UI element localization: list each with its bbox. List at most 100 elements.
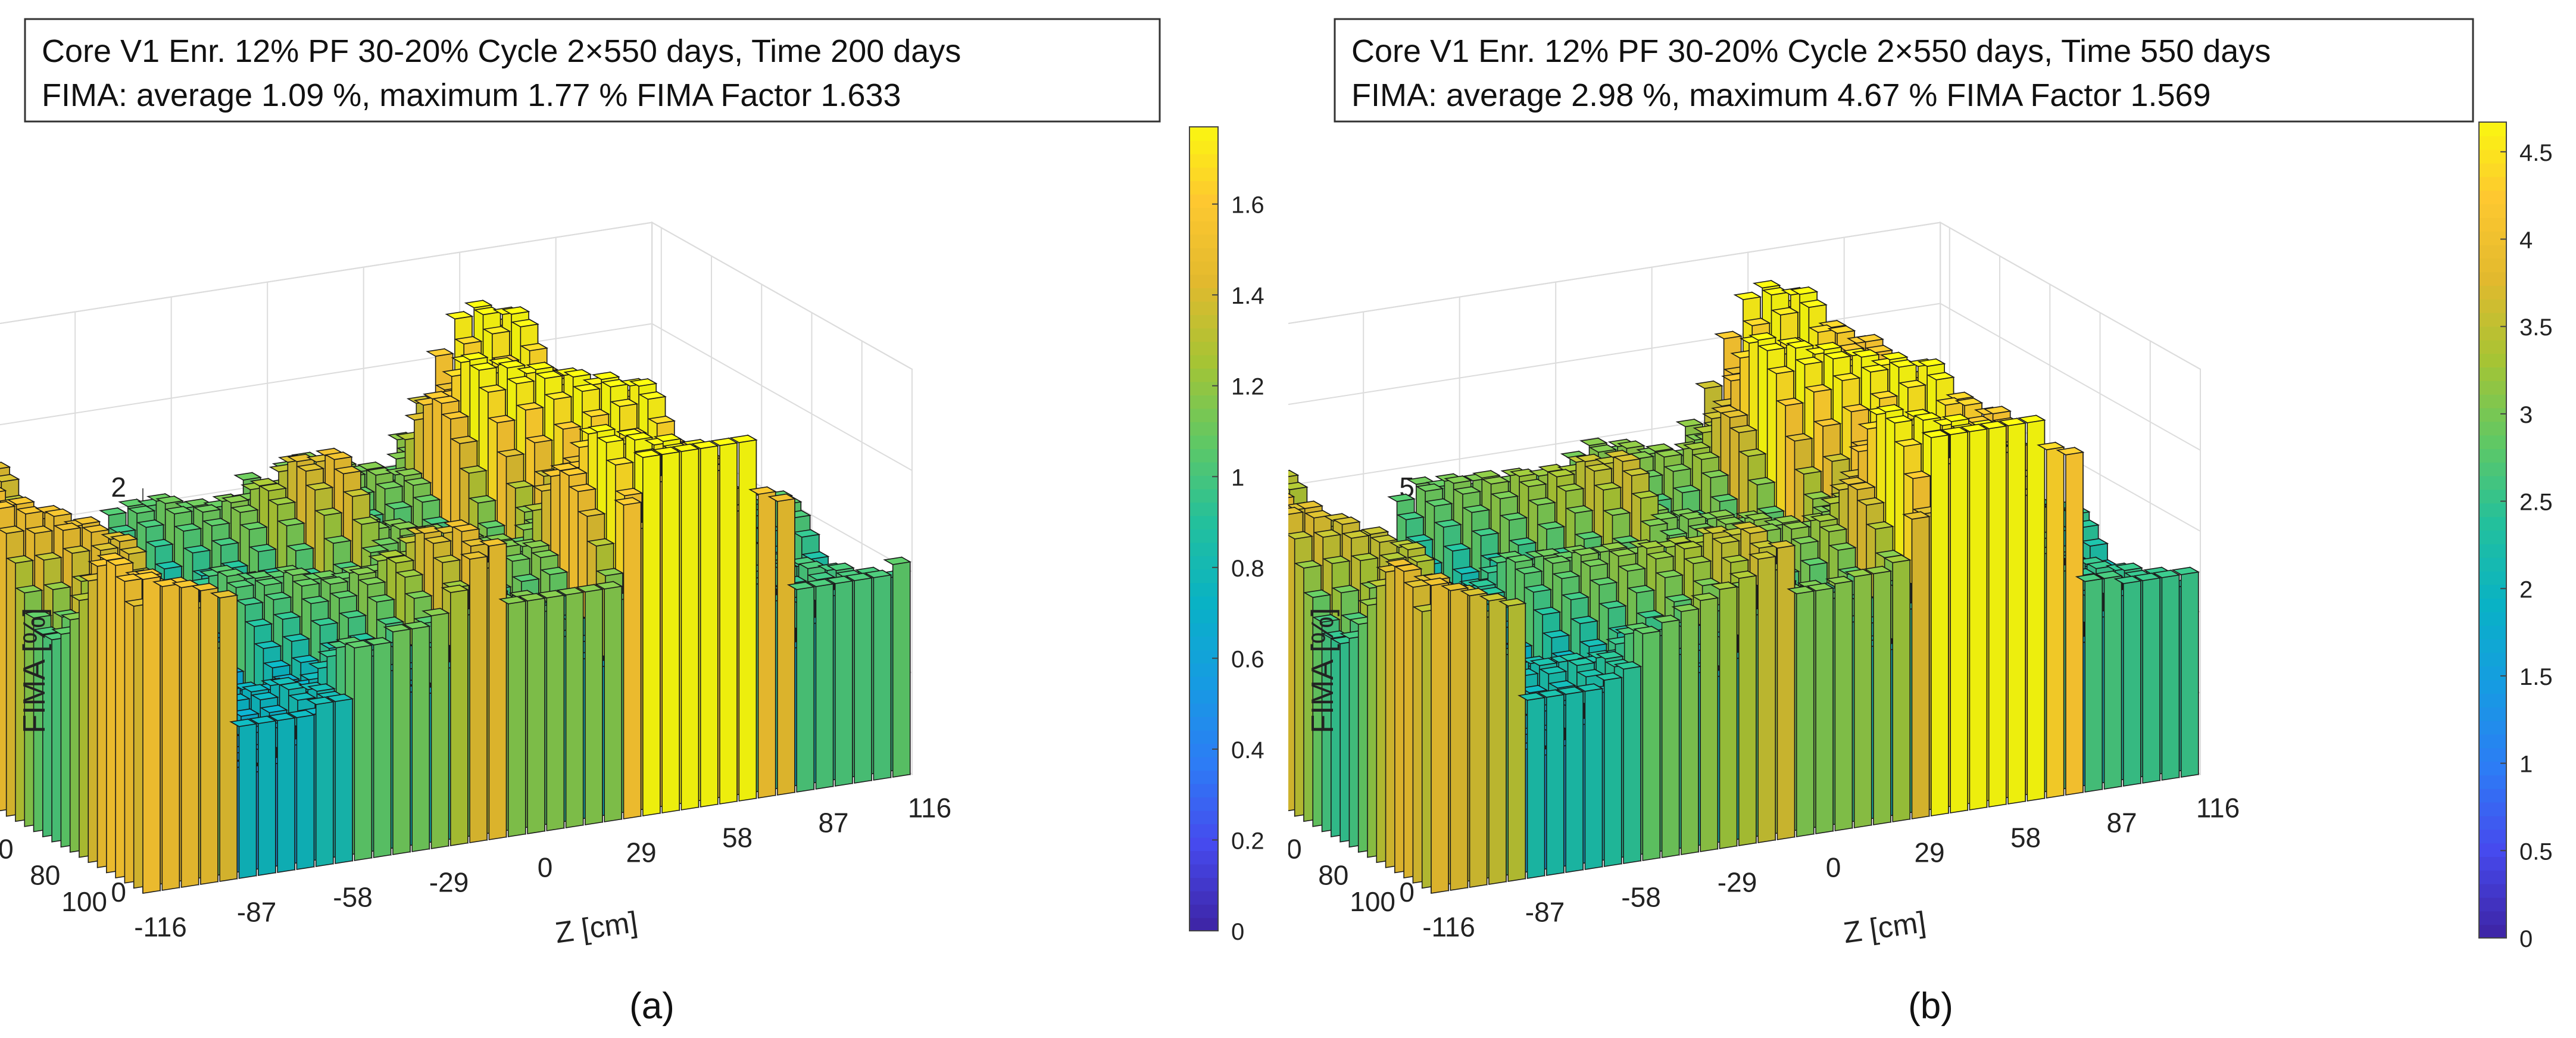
colorbar-swatch-a [1189,355,1218,369]
colorbar-swatch-a [1189,663,1218,677]
bar-front-face [701,446,718,807]
colorbar-swatch-a [1189,877,1218,892]
bar-front-face [508,601,526,837]
bar-front-face [489,544,506,840]
z-tick-label-b: 0 [1399,877,1415,908]
colorbar-swatch-a [1189,180,1218,195]
bar-front-face [681,449,698,810]
x-tick-label-a: 58 [722,822,752,853]
colorbar-swatch-a [1189,234,1218,248]
colorbar-swatch-a [1189,582,1218,597]
colorbar-swatch-a [1189,784,1218,798]
title-line2-a: FIMA: average 1.09 %, maximum 1.77 % FIM… [42,77,901,113]
bar-front-face [893,562,910,778]
colorbar-swatch-a [1189,864,1218,878]
colorbar-swatch-a [1189,475,1218,490]
colorbar-swatch-a [1189,730,1218,744]
x-tick-label-a: 0 [538,852,553,883]
colorbar-swatch-a [1189,248,1218,262]
colorbar-swatch-a [1189,422,1218,436]
bar-front-face [470,557,487,843]
bar-front-face [604,587,622,822]
colorbar-swatch-a [1189,837,1218,852]
colorbar-swatch-a [1189,314,1218,329]
colorbar-swatch-a [1189,382,1218,396]
panel-label-a: (a) [629,986,675,1027]
bar-front-face [335,699,352,864]
colorbar-tick-label-a: 1.4 [1231,283,1264,309]
colorbar-swatch-a [1189,636,1218,650]
colorbar-swatch-a [1189,395,1218,409]
z-tick-label-a: 0 [111,877,126,908]
bar-front-face [182,585,199,887]
colorbar-swatch-a [1189,462,1218,476]
x-tick-label-a: 116 [908,793,951,824]
colorbar-swatch-a [1189,703,1218,718]
bar-front-face [393,629,410,855]
colorbar-swatch-a [1189,811,1218,825]
colorbar-tick-label-a: 0.2 [1231,828,1264,854]
colorbar-swatch-a [1189,569,1218,584]
colorbar-swatch-a [1189,609,1218,624]
x-tick-label-a: -58 [333,882,372,913]
bar-front-face [624,503,641,819]
colorbar-swatch-a [1189,891,1218,905]
x-tick-label-a: 29 [626,837,656,868]
z-tick-label-a: 2 [111,472,126,503]
bar-front-face [143,577,160,894]
colorbar-swatch-a [1189,904,1218,918]
colorbar-swatch-a [1189,489,1218,503]
colorbar-swatch-a [1189,154,1218,168]
bar-front-face [873,575,891,781]
colorbar-swatch-a [1189,261,1218,275]
bar-front-face [547,596,564,831]
y-tick-label-a: 100 [61,886,107,917]
y-tick-label-a: 80 [30,860,60,891]
colorbar-swatch-a [1189,623,1218,637]
colorbar-swatch-a [1189,770,1218,784]
colorbar-swatch-a [1189,596,1218,610]
bar-front-face [758,492,776,799]
z-axis-label-a: FIMA [%] [17,608,52,734]
bar-front-face [527,599,545,834]
colorbar-swatch-a [1189,301,1218,316]
bar-front-face [258,721,276,876]
colorbar-swatch-a [1189,167,1218,182]
colorbar-swatch-a [1189,850,1218,865]
bar-front-face [816,584,833,790]
colorbar-swatch-a [1189,690,1218,704]
colorbar-swatch-a [1189,918,1218,932]
colorbar-swatch-a [1189,677,1218,691]
x-axis-label-a: Z [cm] [553,905,639,950]
x-tick-label-a: -29 [429,867,469,898]
colorbar-swatch-a [1189,529,1218,543]
bar-front-face [566,593,583,828]
colorbar-tick-label-a: 0.6 [1231,646,1264,672]
colorbar-tick-label-a: 0.8 [1231,556,1264,582]
bar-front-face [643,455,660,816]
colorbar-swatch-a [1189,448,1218,463]
bar-front-face [854,578,872,784]
x-tick-label-a: 87 [818,808,848,838]
colorbar-swatch-a [1189,650,1218,664]
bar-front-face [162,584,179,891]
bar-front-face [662,452,679,813]
colorbar-swatch-a [1189,368,1218,382]
bar-front-face [797,587,814,793]
bar-front-face [432,613,449,849]
colorbar-swatch-a [1189,797,1218,811]
colorbar-tick-label-a: 1 [1231,465,1244,491]
colorbar-swatch-a [1189,824,1218,838]
colorbar-tick-label-a: 1.2 [1231,374,1264,400]
colorbar-swatch-a [1189,435,1218,450]
colorbar-swatch-a [1189,743,1218,758]
colorbar-swatch-a [1189,516,1218,530]
bar-front-face [374,643,391,858]
bar-front-face [239,724,257,879]
x-tick-label-a: -87 [237,897,276,928]
colorbar-swatch-a [1189,341,1218,356]
colorbar-tick-label-a: 0.4 [1231,737,1264,763]
